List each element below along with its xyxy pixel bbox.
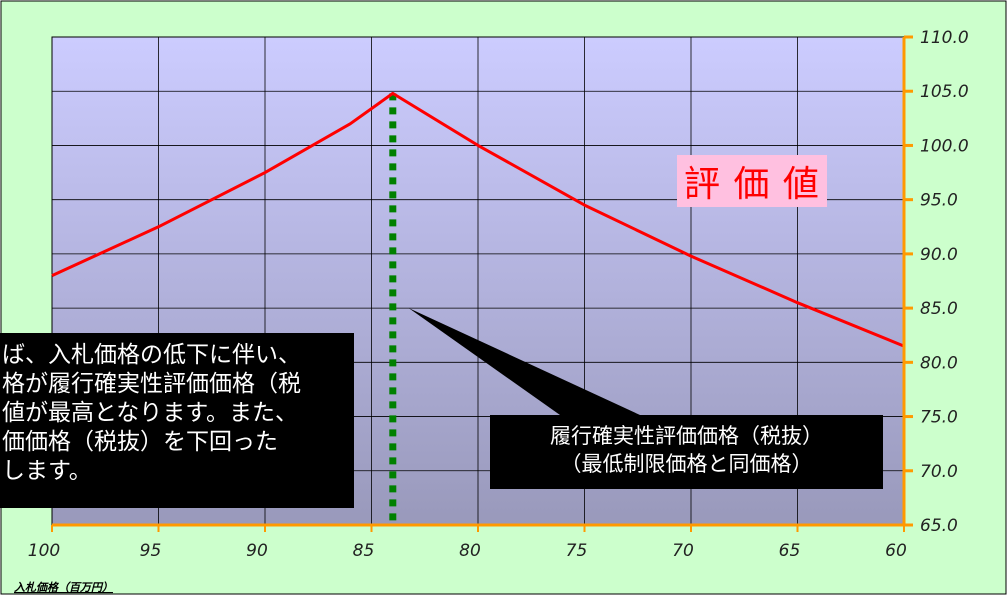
- x-tick-label: 90: [246, 541, 268, 561]
- x-tick-label: 60: [885, 541, 907, 561]
- x-tick-label: 75: [566, 541, 588, 561]
- x-tick-label: 80: [459, 541, 481, 561]
- callout-right-line-2: （最低制限価格と同価格）: [560, 452, 813, 476]
- series-label-text: 評 価 値: [684, 164, 820, 205]
- y-tick-label: 75.0: [920, 408, 958, 428]
- y-tick-label: 110.0: [920, 28, 969, 48]
- y-tick-label: 80.0: [920, 353, 958, 373]
- series-line: [51, 91, 905, 348]
- callout-left-box: ば、入札価格の低下に伴い、 格が履行確実性評価価格（税 値が最高となります。また…: [0, 333, 354, 508]
- y-tick-label: 90.0: [920, 245, 958, 265]
- y-tick-label: 105.0: [920, 82, 969, 102]
- y-tick-label: 70.0: [920, 462, 958, 482]
- callout-left-line-4: 価価格（税抜）を下回った: [2, 429, 278, 455]
- callout-pointer: [408, 308, 640, 415]
- y-tick-label: 100.0: [920, 136, 969, 156]
- callout-left-line-2: 格が履行確実性評価価格（税: [2, 371, 301, 397]
- callout-left-line-3: 値が最高となります。また、: [2, 400, 299, 426]
- series-label-box: 評 価 値: [677, 155, 827, 207]
- x-tick-label: 65: [779, 541, 801, 561]
- x-tick-label: 95: [140, 541, 162, 561]
- x-tick-label: 70: [672, 541, 694, 561]
- callout-right-box: 履行確実性評価価格（税抜） （最低制限価格と同価格）: [490, 415, 883, 489]
- y-tick-label: 95.0: [920, 191, 958, 211]
- y-tick-label: 85.0: [920, 299, 958, 319]
- axes: 110.0 105.0 100.0 95.0 90.0 85.0 80.0 75.0 70.0 6…: [28, 28, 969, 561]
- callout-left-line-5: します。: [2, 458, 92, 484]
- callout-right-line-1: 履行確実性評価価格（税抜）: [550, 424, 823, 448]
- x-tick-label: 100: [28, 541, 60, 561]
- y-tick-label: 65.0: [920, 516, 958, 536]
- x-tick-label: 85: [353, 541, 375, 561]
- x-axis-label: 入札価格（百万円）: [14, 581, 113, 594]
- chart-marks: [51, 91, 905, 525]
- callout-left-line-1: ば、入札価格の低下に伴い、: [2, 342, 301, 368]
